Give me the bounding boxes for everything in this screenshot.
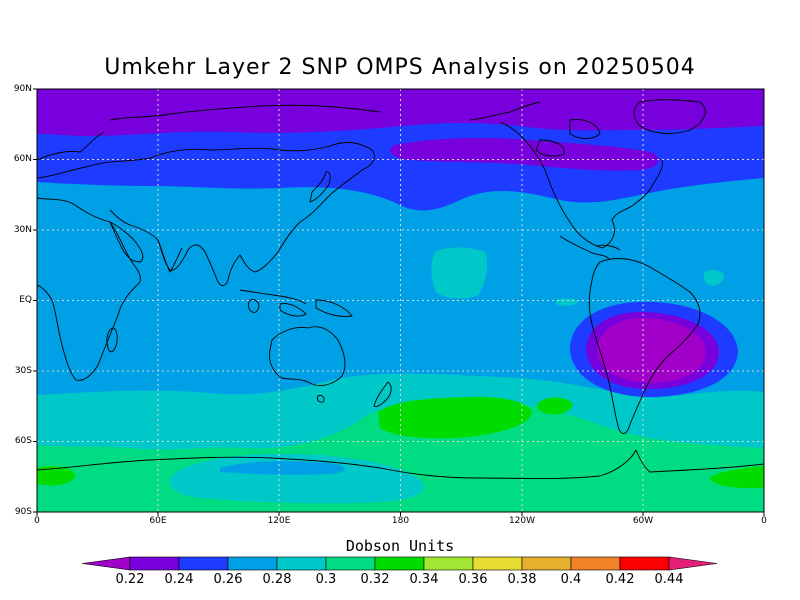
contour-north-polar-022 bbox=[37, 89, 764, 136]
colorbar-swatch bbox=[570, 556, 621, 571]
colorbar-swatch bbox=[374, 556, 425, 571]
colorbar-title: Dobson Units bbox=[345, 537, 455, 555]
contour-pacific-max-2 bbox=[537, 397, 573, 415]
colorbar-swatch bbox=[325, 556, 376, 571]
contour-pacific-max bbox=[378, 396, 532, 439]
contour-sa-min-022 bbox=[597, 318, 706, 383]
colorbar-swatch bbox=[276, 556, 327, 571]
colorbar-swatch bbox=[472, 556, 523, 571]
colorbar-tick-label: 0.38 bbox=[507, 572, 537, 587]
colorbar-swatch bbox=[227, 556, 278, 571]
lat-label-30s: 30S bbox=[14, 366, 32, 376]
lat-label-30n: 30N bbox=[13, 225, 32, 235]
map-title: Umkehr Layer 2 SNP OMPS Analysis on 2025… bbox=[104, 55, 696, 80]
tick-marks bbox=[33, 88, 765, 516]
contour-canada-min bbox=[390, 137, 659, 171]
colorbar-tick-label: 0.28 bbox=[262, 572, 292, 587]
colorbar-swatch bbox=[423, 556, 474, 571]
contour-antarctic-west bbox=[37, 466, 76, 486]
lon-label-180: 180 bbox=[391, 516, 410, 526]
lat-label-60s: 60S bbox=[14, 436, 32, 446]
colorbar bbox=[81, 556, 718, 571]
lat-label-90n: 90N bbox=[13, 84, 32, 94]
lon-label-120e: 120E bbox=[267, 516, 291, 526]
lat-label-60n: 60N bbox=[13, 154, 32, 164]
contour-antarctic-blue bbox=[220, 461, 345, 475]
colorbar-tick-label: 0.44 bbox=[654, 572, 684, 587]
colorbar-tick-label: 0.22 bbox=[115, 572, 145, 587]
graticule bbox=[37, 89, 764, 512]
colorbar-extend-low bbox=[81, 556, 131, 571]
contour-antarctic-east bbox=[710, 466, 764, 489]
colorbar-tick-label: 0.34 bbox=[409, 572, 439, 587]
lon-label-0-east: 0 bbox=[761, 516, 767, 526]
colorbar-swatch bbox=[619, 556, 670, 571]
colorbar-tick-label: 0.36 bbox=[458, 572, 488, 587]
colorbar-swatch bbox=[178, 556, 229, 571]
lon-label-60e: 60E bbox=[149, 516, 167, 526]
lon-label-60w: 60W bbox=[632, 516, 654, 526]
colorbar-swatch bbox=[521, 556, 572, 571]
lat-label-90s: 90S bbox=[14, 507, 32, 517]
contour-pacific-equatorial bbox=[431, 247, 488, 299]
lon-label-120w: 120W bbox=[508, 516, 536, 526]
colorbar-tick-label: 0.42 bbox=[605, 572, 635, 587]
contour-atlantic-small bbox=[703, 269, 724, 286]
lat-label-eq: EQ bbox=[19, 295, 32, 305]
colorbar-swatch bbox=[129, 556, 180, 571]
colorbar-tick-label: 0.26 bbox=[213, 572, 243, 587]
coastlines bbox=[37, 99, 764, 479]
colorbar-tick-label: 0.24 bbox=[164, 572, 194, 587]
colorbar-tick-label: 0.3 bbox=[315, 572, 337, 587]
colorbar-tick-label: 0.4 bbox=[560, 572, 582, 587]
colorbar-extend-high bbox=[668, 556, 718, 571]
colorbar-tick-label: 0.32 bbox=[360, 572, 390, 587]
lon-label-0: 0 bbox=[34, 516, 40, 526]
